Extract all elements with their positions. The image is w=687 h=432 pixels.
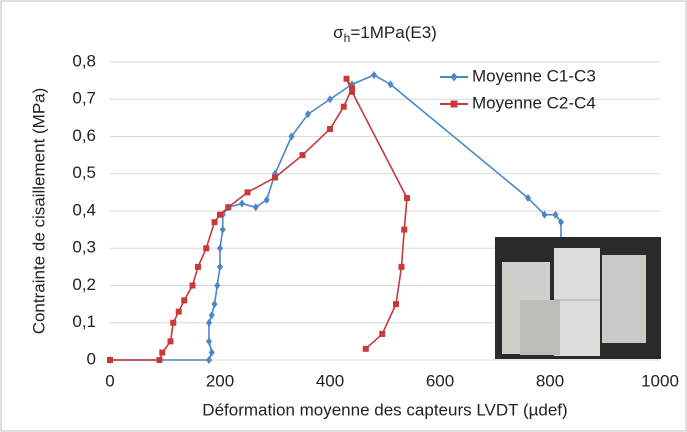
marker (450, 72, 458, 82)
y-tick-label: 0,6 (72, 126, 96, 145)
x-tick-label: 0 (105, 371, 114, 390)
marker (393, 301, 399, 308)
marker (327, 126, 333, 133)
title-subscript: h (344, 31, 351, 45)
marker (206, 318, 212, 327)
marker (217, 262, 223, 271)
y-tick-label: 0,8 (72, 51, 96, 70)
marker (387, 80, 394, 89)
marker (211, 300, 218, 309)
y-tick-label: 0,3 (72, 238, 96, 257)
grid: 0 0,1 0,2 0,3 0,4 0,5 0,6 0,7 0,8 0 200 400 600 800 10… (72, 51, 679, 390)
marker (214, 281, 221, 290)
marker (327, 95, 333, 104)
marker (398, 263, 405, 270)
y-tick-label: 0,7 (72, 89, 96, 108)
specimen-photo (495, 237, 661, 359)
y-tick-label: 0,2 (72, 275, 96, 294)
y-axis-title: Contrainte de cisaillement (MPa) (29, 88, 48, 335)
marker (272, 174, 278, 181)
y-tick-label: 0,4 (72, 200, 96, 219)
marker (362, 345, 369, 352)
marker (244, 189, 251, 196)
marker (206, 356, 212, 364)
plot (107, 71, 564, 364)
marker (349, 85, 355, 92)
marker (288, 132, 295, 141)
marker (219, 225, 226, 234)
x-tick-label: 600 (426, 371, 454, 390)
marker (195, 263, 201, 270)
marker (208, 348, 215, 357)
marker (167, 338, 174, 345)
marker (340, 103, 347, 110)
x-tick-label: 200 (206, 371, 234, 390)
marker (217, 244, 223, 253)
marker (371, 71, 377, 80)
marker (401, 226, 408, 233)
marker (211, 219, 218, 226)
marker (203, 245, 210, 252)
y-tick-label: 0,1 (72, 312, 96, 331)
y-tick-label: 0 (87, 349, 96, 368)
marker (181, 297, 188, 304)
marker (349, 88, 355, 95)
series-line (110, 74, 562, 361)
marker (217, 211, 223, 218)
marker (208, 311, 215, 320)
marker (175, 308, 182, 315)
legend-label: Moyenne C1-C3 (472, 66, 596, 85)
title-rest: =1MPa(E3) (350, 23, 436, 42)
marker (379, 330, 386, 337)
marker (525, 193, 531, 202)
marker (299, 152, 306, 159)
marker (159, 349, 166, 356)
legend: Moyenne C1-C3 Moyenne C2-C4 (440, 66, 596, 112)
marker (404, 194, 410, 201)
y-tick-label: 0,5 (72, 163, 96, 182)
marker (225, 204, 232, 211)
marker (263, 195, 270, 204)
marker (305, 110, 311, 119)
marker (450, 100, 458, 108)
marker (558, 218, 564, 227)
marker (189, 282, 196, 289)
x-tick-label: 1000 (641, 371, 679, 390)
marker (252, 203, 259, 212)
marker (170, 319, 177, 326)
x-tick-label: 800 (536, 371, 564, 390)
x-axis-title: Déformation moyenne des capteurs LVDT (µ… (202, 400, 567, 419)
marker (552, 210, 559, 219)
x-tick-label: 400 (316, 371, 344, 390)
legend-label: Moyenne C2-C4 (472, 93, 596, 112)
marker (107, 357, 113, 363)
marker (206, 337, 212, 346)
marker (156, 357, 163, 363)
marker (239, 199, 245, 208)
marker (541, 210, 548, 219)
marker (343, 75, 350, 82)
chart-title: σh=1MPa(E3) (333, 23, 437, 45)
title-symbol: σ (333, 23, 344, 42)
